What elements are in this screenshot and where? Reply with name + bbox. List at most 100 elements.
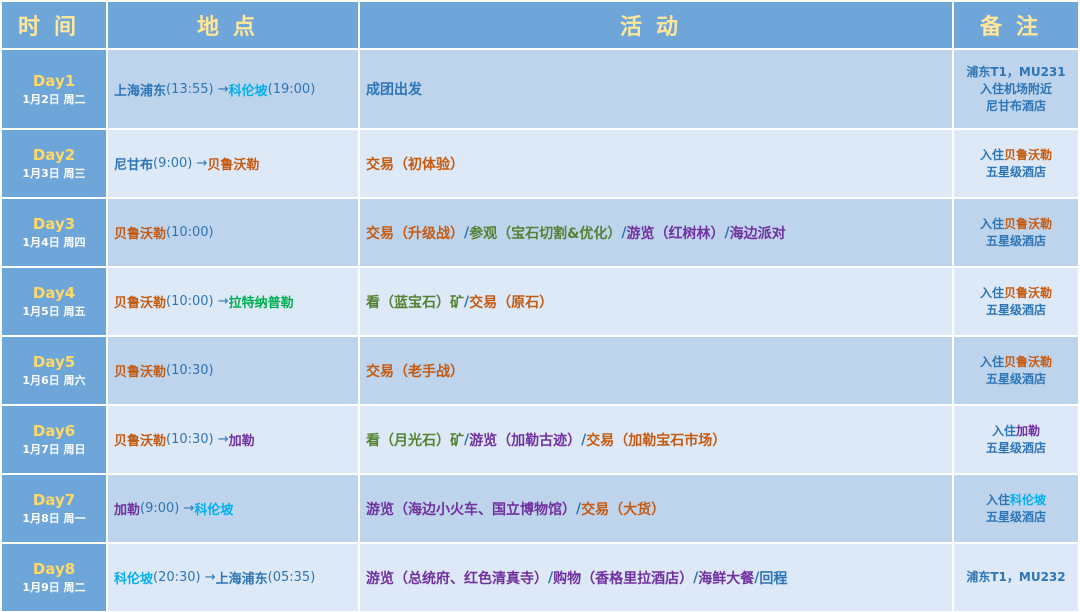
text-segment: (10:00) (166, 225, 214, 240)
activity-cell: 游览（海边小火车、国立博物馆） / 交易（大货） (360, 475, 952, 542)
note-cell: 入住加勒 五星级酒店 (954, 406, 1078, 473)
note-line: 五星级酒店 (986, 509, 1046, 526)
day-label: Day3 (32, 215, 76, 233)
day-cell: Day1 1月2日 周二 (2, 50, 106, 128)
text-segment: 看（月光石）矿 (366, 432, 464, 449)
text-segment: 看（蓝宝石）矿 (366, 294, 464, 311)
text-segment: / (754, 569, 760, 586)
note-line: 入住机场附近 (980, 81, 1052, 98)
text-segment: 五星级酒店 (985, 233, 1046, 248)
text-segment: 上海浦东 (114, 83, 167, 99)
text-segment: 贝鲁沃勒 (207, 158, 260, 173)
text-segment: 交易（老手战） (366, 363, 464, 380)
date-label: 1月9日 周二 (22, 581, 86, 594)
text-segment: 拉特纳普勒 (228, 296, 294, 311)
date-label: 1月8日 周一 (22, 512, 86, 525)
text-segment: 尼甘布 (114, 158, 154, 173)
text-segment: / (693, 569, 699, 586)
note-line: 入住加勒 (992, 423, 1040, 440)
text-segment: 入住 (985, 492, 1010, 507)
text-segment: / (724, 224, 730, 241)
text-segment: / (621, 224, 627, 241)
text-segment: 五星级酒店 (985, 371, 1046, 386)
day-label: Day2 (32, 146, 76, 164)
note-line: 入住贝鲁沃勒 (980, 147, 1052, 164)
date-label: 1月2日 周二 (22, 92, 86, 106)
text-segment: / (576, 500, 582, 517)
text-segment: 贝鲁沃勒 (1004, 216, 1053, 231)
text-segment: (9:00) → (153, 156, 208, 171)
text-segment: 五星级酒店 (985, 302, 1046, 317)
text-segment: 五星级酒店 (985, 440, 1046, 455)
text-segment: 贝鲁沃勒 (1004, 147, 1053, 162)
header-time: 时间 (2, 2, 106, 48)
note-cell: 入住贝鲁沃勒 五星级酒店 (954, 337, 1078, 404)
day-label: Day4 (32, 284, 76, 302)
activity-cell: 交易（老手战） (360, 337, 952, 404)
text-segment: (19:00) (267, 81, 316, 97)
note-cell: 入住贝鲁沃勒 五星级酒店 (954, 130, 1078, 197)
day-cell: Day3 1月4日 周四 (2, 199, 106, 266)
text-segment: 回程 (759, 570, 788, 587)
text-segment: 贝鲁沃勒 (114, 365, 167, 380)
note-line: 五星级酒店 (986, 164, 1046, 181)
note-line: 入住贝鲁沃勒 (980, 285, 1052, 302)
note-cell: 入住科伦坡 五星级酒店 (954, 475, 1078, 542)
text-segment: 科伦坡 (194, 503, 234, 518)
text-segment: (10:00) → (166, 294, 229, 309)
date-label: 1月5日 周五 (22, 305, 86, 318)
place-cell: 贝鲁沃勒 (10:00) → 拉特纳普勒 (108, 268, 358, 335)
note-line: 入住科伦坡 (986, 492, 1046, 509)
place-cell: 尼甘布 (9:00) → 贝鲁沃勒 (108, 130, 358, 197)
text-segment: 入住 (979, 147, 1004, 162)
text-segment: / (464, 293, 470, 310)
note-line: 尼甘布酒店 (986, 98, 1046, 115)
text-segment: 上海浦东 (215, 572, 268, 587)
day-label: Day1 (32, 71, 76, 90)
text-segment: 浦东T1，MU232 (966, 570, 1066, 584)
text-segment: 加勒 (1016, 423, 1041, 438)
text-segment: 游览（加勒古迹） (469, 432, 582, 449)
text-segment: 加勒 (114, 503, 141, 518)
text-segment: / (464, 224, 470, 241)
header-note: 备注 (954, 2, 1078, 48)
place-cell: 加勒 (9:00) → 科伦坡 (108, 475, 358, 542)
activity-cell: 游览（总统府、红色清真寺） / 购物（香格里拉酒店） / 海鲜大餐 / 回程 (360, 544, 952, 611)
text-segment: 入住 (979, 285, 1004, 300)
note-cell: 浦东T1，MU231 入住机场附近 尼甘布酒店 (954, 50, 1078, 128)
text-segment: 交易（原石） (469, 294, 554, 311)
day-cell: Day7 1月8日 周一 (2, 475, 106, 542)
text-segment: 交易（加勒宝石市场） (586, 432, 727, 449)
note-line: 五星级酒店 (986, 233, 1046, 250)
text-segment: (13:55) → (166, 81, 229, 97)
activity-cell: 看（月光石）矿 / 游览（加勒古迹） / 交易（加勒宝石市场） (360, 406, 952, 473)
text-segment: 交易（初体验） (366, 156, 464, 173)
activity-cell: 看（蓝宝石）矿 / 交易（原石） (360, 268, 952, 335)
text-segment: 科伦坡 (228, 83, 268, 99)
header-place: 地点 (108, 2, 358, 48)
text-segment: 科伦坡 (114, 572, 154, 587)
activity-cell: 交易（初体验） (360, 130, 952, 197)
place-cell: 贝鲁沃勒 (10:30) → 加勒 (108, 406, 358, 473)
text-segment: 贝鲁沃勒 (1004, 285, 1053, 300)
text-segment: (10:30) → (166, 432, 229, 447)
text-segment: 贝鲁沃勒 (114, 296, 167, 311)
text-segment: / (581, 431, 587, 448)
note-line: 五星级酒店 (986, 302, 1046, 319)
text-segment: 加勒 (228, 434, 255, 449)
text-segment: 游览（海边小火车、国立博物馆） (366, 501, 576, 518)
text-segment: (10:30) (166, 363, 214, 378)
text-segment: / (464, 431, 470, 448)
note-line: 浦东T1，MU231 (966, 64, 1065, 81)
text-segment: 科伦坡 (1010, 492, 1047, 507)
date-label: 1月7日 周日 (22, 443, 86, 456)
text-segment: 贝鲁沃勒 (114, 434, 167, 449)
place-cell: 贝鲁沃勒 (10:00) (108, 199, 358, 266)
text-segment: 游览（红树林） (626, 225, 725, 242)
note-line: 入住贝鲁沃勒 (980, 216, 1052, 233)
date-label: 1月4日 周四 (22, 236, 86, 249)
text-segment: 海边派对 (729, 225, 786, 242)
text-segment: 五星级酒店 (985, 509, 1046, 524)
note-cell: 入住贝鲁沃勒 五星级酒店 (954, 268, 1078, 335)
